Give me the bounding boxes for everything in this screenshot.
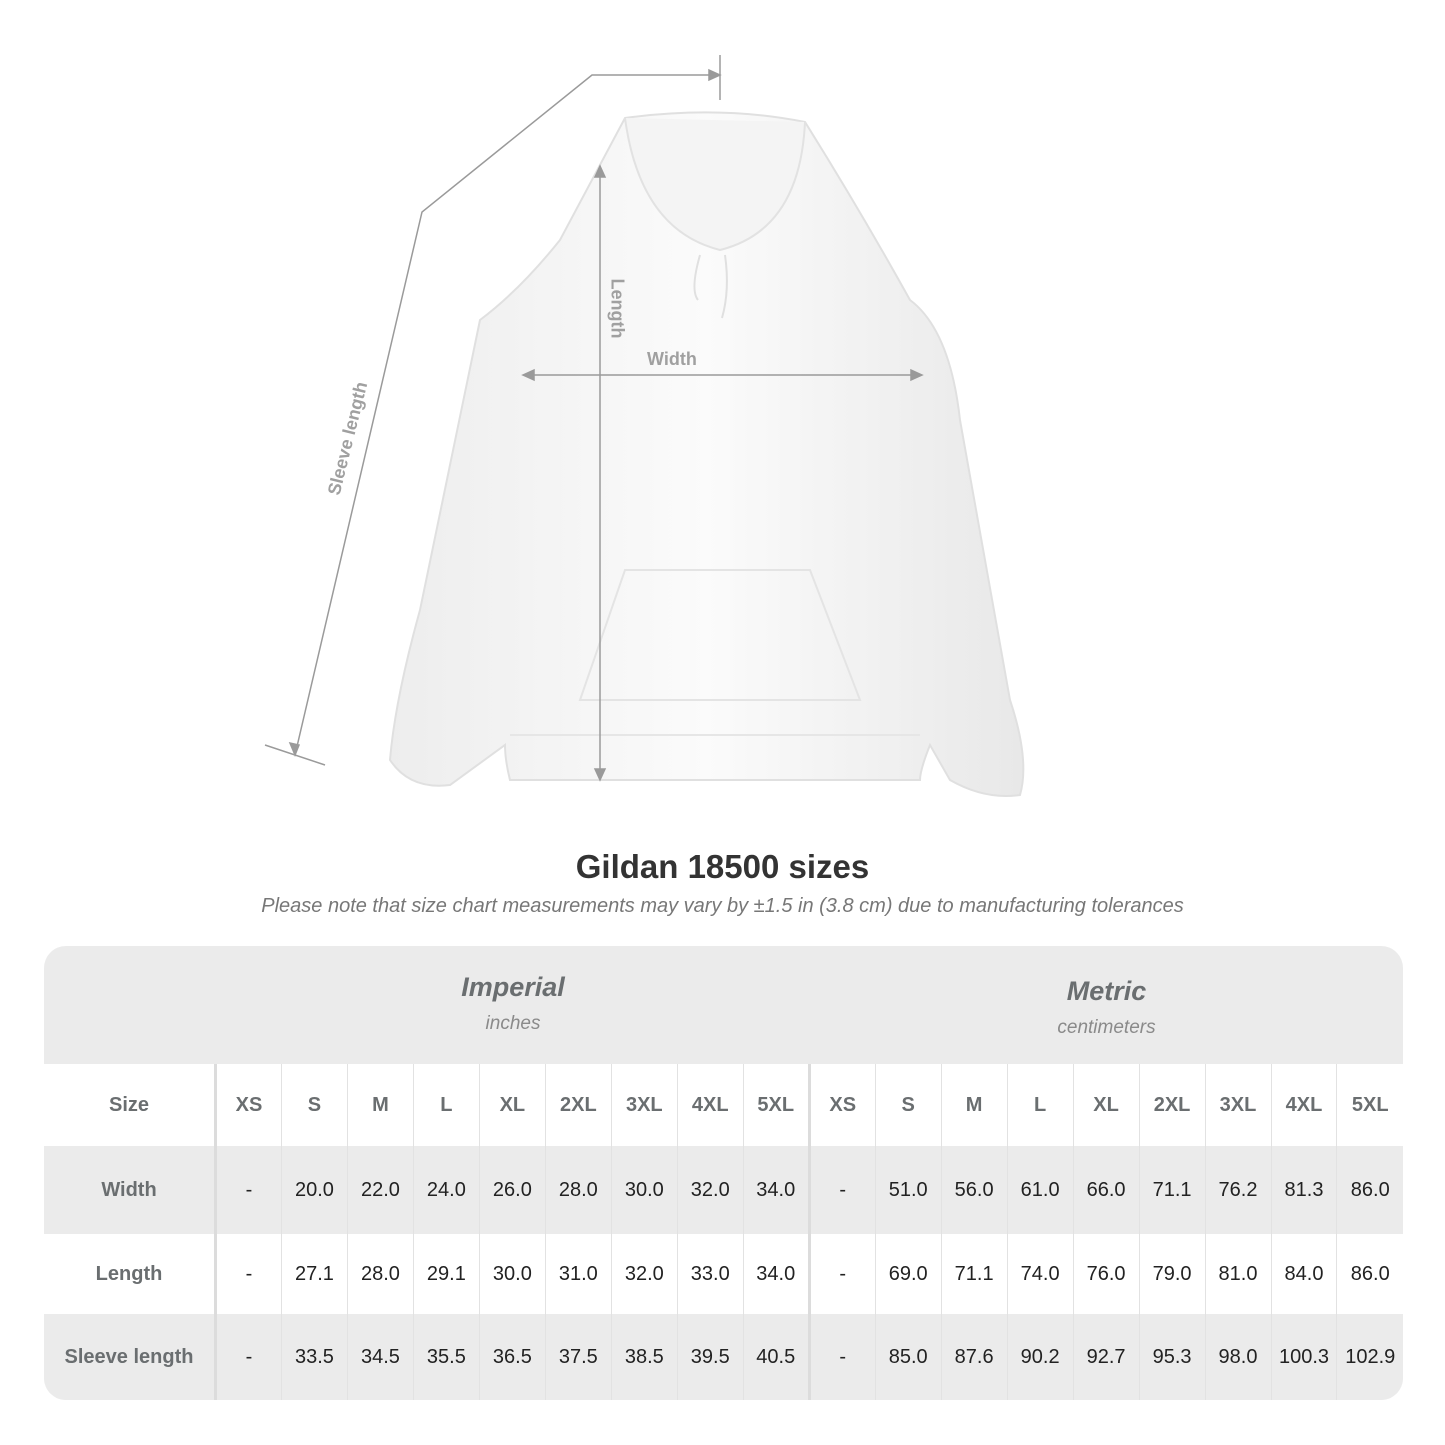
- hoodie-image: [388, 111, 1025, 797]
- table-row: Width -20.0 22.0 24.0 26.0 28.0 30.0 32.0 34.0-5…: [44, 1146, 1403, 1234]
- imperial-size-header: XL: [478, 1064, 546, 1146]
- imperial-size-header: 4XL: [676, 1064, 744, 1146]
- metric-value: 81.0: [1204, 1234, 1271, 1314]
- row-label: Sleeve length: [44, 1314, 217, 1400]
- metric-value: 71.1: [1138, 1146, 1206, 1234]
- imperial-value: 33.0: [676, 1234, 744, 1314]
- metric-value: -: [807, 1146, 876, 1234]
- imperial-value: 34.5: [346, 1314, 414, 1400]
- imperial-value: 40.5: [742, 1314, 810, 1400]
- imperial-size-header: XS: [215, 1064, 282, 1146]
- metric-value: 98.0: [1204, 1314, 1271, 1400]
- metric-value: 85.0: [874, 1314, 942, 1400]
- metric-value: 76.0: [1072, 1234, 1140, 1314]
- imperial-value: 32.0: [676, 1146, 744, 1234]
- imperial-value: 26.0: [478, 1146, 546, 1234]
- metric-value: 79.0: [1138, 1234, 1206, 1314]
- imperial-size-header: 3XL: [610, 1064, 678, 1146]
- size-table-card: Imperial inches Metric centimeters Size X…: [44, 946, 1403, 1400]
- row-label: Length: [44, 1234, 217, 1314]
- metric-size-header: L: [1006, 1064, 1074, 1146]
- metric-value: 74.0: [1006, 1234, 1074, 1314]
- metric-value: 51.0: [874, 1146, 942, 1234]
- metric-value: 56.0: [940, 1146, 1008, 1234]
- imperial-value: 29.1: [412, 1234, 480, 1314]
- imperial-value: 35.5: [412, 1314, 480, 1400]
- metric-size-header: S: [874, 1064, 942, 1146]
- imperial-value: 31.0: [544, 1234, 612, 1314]
- metric-size-header: 5XL: [1336, 1064, 1403, 1146]
- metric-value: 92.7: [1072, 1314, 1140, 1400]
- imperial-value: 20.0: [280, 1146, 348, 1234]
- metric-value: -: [807, 1314, 876, 1400]
- imperial-header: Imperial inches: [461, 972, 565, 1034]
- metric-value: 87.6: [940, 1314, 1008, 1400]
- imperial-value: 37.5: [544, 1314, 612, 1400]
- imperial-value: 28.0: [346, 1234, 414, 1314]
- metric-value: 81.3: [1270, 1146, 1337, 1234]
- metric-size-header: M: [940, 1064, 1008, 1146]
- imperial-value: 30.0: [610, 1146, 678, 1234]
- imperial-size-header: L: [412, 1064, 480, 1146]
- width-label: Width: [647, 349, 697, 369]
- row-label: Width: [44, 1146, 217, 1234]
- tolerance-note: Please note that size chart measurements…: [261, 895, 1184, 917]
- sleeve-length-line: [294, 74, 718, 756]
- metric-value: 90.2: [1006, 1314, 1074, 1400]
- imperial-value: 39.5: [676, 1314, 744, 1400]
- imperial-value: 28.0: [544, 1146, 612, 1234]
- table-row: Sleeve length -33.5 34.5 35.5 36.5 37.5 38.5 39…: [44, 1314, 1403, 1400]
- imperial-value: -: [215, 1234, 282, 1314]
- metric-size-header: 2XL: [1138, 1064, 1206, 1146]
- imperial-value: 38.5: [610, 1314, 678, 1400]
- metric-value: 100.3: [1270, 1314, 1337, 1400]
- metric-value: 69.0: [874, 1234, 942, 1314]
- imperial-value: 34.0: [742, 1146, 810, 1234]
- measurement-lines: [264, 55, 924, 782]
- metric-value: 66.0: [1072, 1146, 1140, 1234]
- page-title: Gildan 18500 sizes: [575, 848, 870, 885]
- imperial-size-header: 2XL: [544, 1064, 612, 1146]
- metric-size-header: XS: [807, 1064, 876, 1146]
- size-table: Size XS S M L XL 2XL 3XL 4XL 5XL XS S M L XL 2XL 3XL 4XL 5…: [44, 1064, 1403, 1400]
- metric-value: -: [807, 1234, 876, 1314]
- metric-value: 61.0: [1006, 1146, 1074, 1234]
- metric-value: 84.0: [1270, 1234, 1337, 1314]
- metric-size-header: 4XL: [1270, 1064, 1337, 1146]
- imperial-value: 33.5: [280, 1314, 348, 1400]
- table-row: Length -27.1 28.0 29.1 30.0 31.0 32.0 33.0 34.0-…: [44, 1234, 1403, 1314]
- imperial-value: 24.0: [412, 1146, 480, 1234]
- length-label: Length: [607, 278, 628, 339]
- imperial-value: 34.0: [742, 1234, 810, 1314]
- hoodie-diagram: [264, 55, 1025, 797]
- metric-value: 86.0: [1336, 1234, 1403, 1314]
- imperial-value: -: [215, 1146, 282, 1234]
- imperial-size-header: S: [280, 1064, 348, 1146]
- imperial-size-header: 5XL: [742, 1064, 810, 1146]
- imperial-value: 30.0: [478, 1234, 546, 1314]
- imperial-size-header: M: [346, 1064, 414, 1146]
- metric-header: Metric centimeters: [1057, 976, 1156, 1038]
- table-header-row: Size XS S M L XL 2XL 3XL 4XL 5XL XS S M L XL 2XL 3XL 4XL 5…: [44, 1064, 1403, 1146]
- metric-value: 76.2: [1204, 1146, 1271, 1234]
- metric-value: 95.3: [1138, 1314, 1206, 1400]
- imperial-value: 22.0: [346, 1146, 414, 1234]
- imperial-value: 36.5: [478, 1314, 546, 1400]
- metric-size-header: 3XL: [1204, 1064, 1271, 1146]
- size-label: Size: [44, 1064, 217, 1146]
- metric-value: 71.1: [940, 1234, 1008, 1314]
- metric-value: 86.0: [1336, 1146, 1403, 1234]
- imperial-value: -: [215, 1314, 282, 1400]
- metric-size-header: XL: [1072, 1064, 1140, 1146]
- imperial-value: 27.1: [280, 1234, 348, 1314]
- metric-value: 102.9: [1336, 1314, 1403, 1400]
- imperial-value: 32.0: [610, 1234, 678, 1314]
